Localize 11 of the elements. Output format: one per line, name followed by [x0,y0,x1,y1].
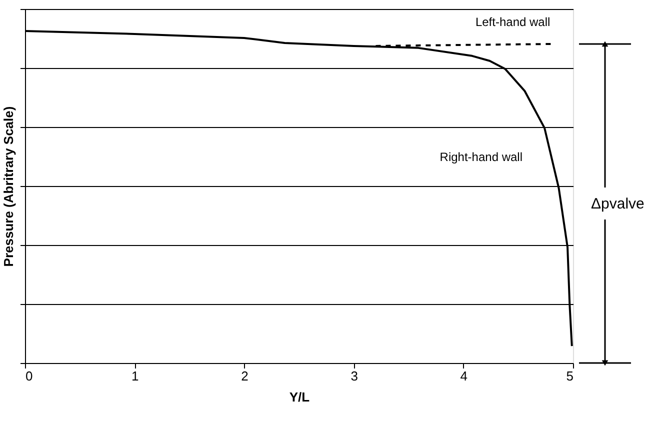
y-axis-title: Pressure (Abritrary Scale) [1,106,16,267]
x-tick-label: 0 [26,368,33,384]
x-tick-label: 3 [350,368,358,384]
series-label: Left-hand wall [475,14,550,29]
x-tick-label: 2 [241,368,248,384]
x-tick-label: 5 [566,368,574,384]
x-tick-label: 4 [460,368,468,384]
text: Right-hand wall [440,150,523,164]
x-tick-label: 1 [131,368,139,384]
x-axis-title: Y/L [289,390,310,404]
text: Δpvalve [591,195,644,212]
